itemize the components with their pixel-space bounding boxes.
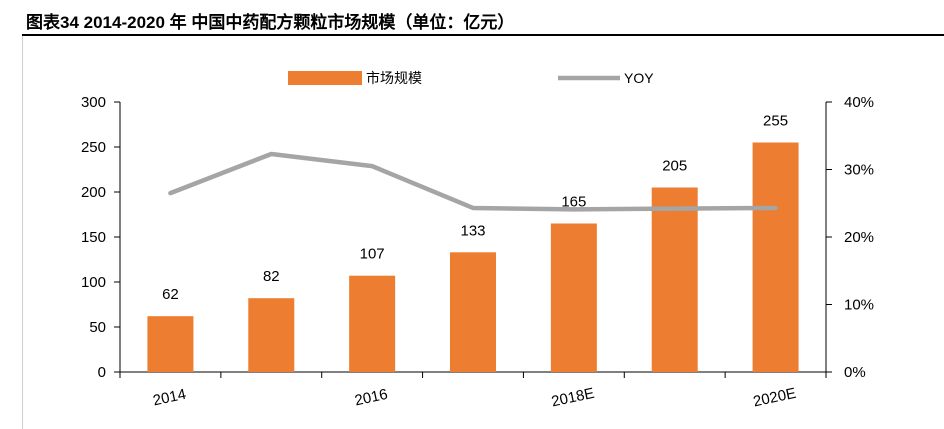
- bar: [349, 275, 396, 372]
- right-axis-tick-label: 30%: [844, 162, 874, 179]
- figure-title: 图表34 2014-2020 年 中国中药配方颗粒市场规模（单位：亿元）: [26, 13, 515, 32]
- right-axis-tick-label: 20%: [844, 229, 874, 246]
- right-axis-tick-label: 10%: [844, 297, 874, 314]
- legend: 市场规模 YOY: [288, 70, 654, 86]
- left-axis-tick-label: 50: [89, 319, 106, 336]
- bar-value-label: 205: [662, 158, 687, 175]
- axes: 300 250 200 150 100 50 0 40% 30% 20% 10% 0% 2014 2016…: [81, 94, 874, 410]
- title-divider: [22, 34, 944, 36]
- left-axis-tick-label: 100: [81, 274, 106, 291]
- bar-value-label: 133: [460, 222, 485, 239]
- left-axis-tick-label: 250: [81, 139, 106, 156]
- left-axis-tick-label: 200: [81, 184, 106, 201]
- left-axis-tick-label: 300: [81, 94, 106, 111]
- legend-label-bar: 市场规模: [366, 70, 422, 86]
- left-border: [22, 36, 23, 429]
- bar: [550, 223, 597, 372]
- line-series: [168, 151, 778, 212]
- bar: [651, 187, 698, 372]
- right-axis-tick-label: 0%: [844, 364, 866, 381]
- left-axis-tick-label: 0: [98, 364, 106, 381]
- legend-swatch-bar: [288, 71, 362, 85]
- left-axis-tick-label: 150: [81, 229, 106, 246]
- x-axis-tick-label: 2018E: [550, 385, 596, 411]
- bar-series: [147, 142, 799, 372]
- bar-value-label: 107: [360, 246, 385, 263]
- bar-value-label: 62: [162, 286, 179, 303]
- x-axis-tick-label: 2016: [353, 386, 389, 410]
- bar: [248, 298, 295, 372]
- bar-value-label: 255: [763, 113, 788, 130]
- x-axis-tick-label: 2020E: [752, 385, 798, 411]
- data-labels: 62 82 107 133 165 205 255: [162, 113, 788, 304]
- bar: [147, 316, 194, 372]
- bar-value-label: 82: [263, 268, 280, 285]
- bar-value-label: 165: [561, 194, 586, 211]
- bar: [752, 142, 799, 372]
- x-axis-tick-label: 2014: [151, 386, 187, 410]
- bar: [450, 252, 496, 372]
- legend-label-line: YOY: [624, 70, 654, 86]
- right-axis-tick-label: 40%: [844, 94, 874, 111]
